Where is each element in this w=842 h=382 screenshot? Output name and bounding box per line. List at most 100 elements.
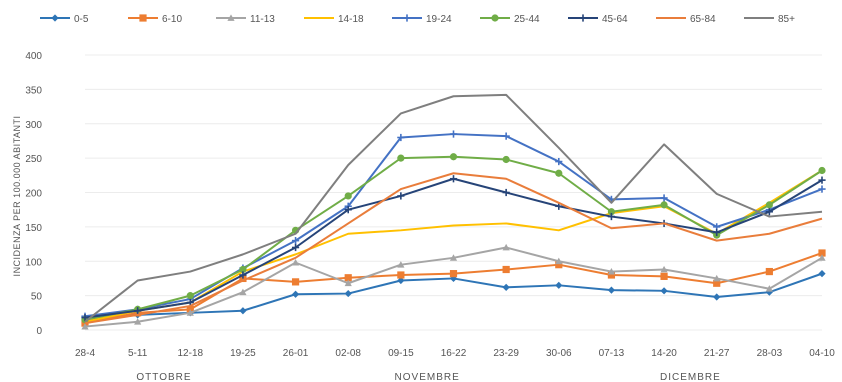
legend: 0-5 6-10 11-13 14-18 19-24 25-44 45-64 65-84 85+ bbox=[40, 14, 795, 25]
point-19-24-11 bbox=[660, 194, 668, 202]
series-11-13 bbox=[81, 243, 826, 330]
x-tick-label-7: 16-22 bbox=[441, 348, 467, 359]
point-6-10-7 bbox=[449, 270, 458, 278]
y-tick-label-200: 200 bbox=[25, 189, 42, 200]
x-tick-label-4: 26-01 bbox=[283, 348, 309, 359]
point-25-44-10 bbox=[607, 208, 616, 216]
point-11-13-8 bbox=[502, 243, 510, 251]
x-tick-label-9: 30-06 bbox=[546, 348, 572, 359]
legend-label-65-84: 65-84 bbox=[690, 14, 716, 25]
legend-marker-0-5 bbox=[51, 14, 59, 22]
point-45-64-3 bbox=[239, 271, 247, 279]
series-65-84 bbox=[84, 172, 823, 325]
point-11-13-2 bbox=[186, 309, 194, 316]
point-6-10-14 bbox=[818, 249, 826, 257]
point-19-24-4 bbox=[291, 237, 300, 245]
y-tick-label-300: 300 bbox=[25, 120, 42, 131]
point-25-44-7 bbox=[449, 153, 458, 161]
point-0-5-5 bbox=[344, 289, 352, 298]
point-6-10-13 bbox=[765, 267, 773, 276]
point-0-5-8 bbox=[502, 283, 510, 291]
legend-item-65-84: 65-84 bbox=[656, 14, 716, 25]
legend-label-11-13: 11-13 bbox=[250, 14, 275, 25]
point-11-13-13 bbox=[765, 285, 773, 292]
x-tick-label-8: 23-29 bbox=[493, 348, 519, 359]
point-11-13-3 bbox=[239, 288, 247, 296]
point-0-5-10 bbox=[607, 286, 616, 294]
y-tick-label-100: 100 bbox=[25, 257, 42, 268]
point-25-44-2 bbox=[186, 292, 194, 300]
point-11-13-7 bbox=[449, 254, 458, 261]
legend-item-11-13: 11-13 bbox=[216, 14, 275, 25]
point-45-64-7 bbox=[449, 175, 458, 183]
y-tick-label-150: 150 bbox=[25, 223, 42, 234]
point-0-5-12 bbox=[713, 293, 721, 301]
legend-label-45-64: 45-64 bbox=[602, 14, 628, 25]
point-6-10-9 bbox=[555, 261, 563, 269]
legend-label-6-10: 6-10 bbox=[162, 14, 182, 25]
point-25-44-14 bbox=[818, 166, 826, 175]
legend-item-14-18: 14-18 bbox=[304, 14, 364, 25]
point-25-44-6 bbox=[397, 154, 405, 162]
x-tick-label-1: 5-11 bbox=[128, 348, 148, 359]
x-tick-label-6: 09-15 bbox=[388, 348, 414, 359]
point-11-13-4 bbox=[291, 259, 300, 266]
legend-item-0-5: 0-5 bbox=[40, 14, 89, 25]
point-11-13-12 bbox=[713, 274, 721, 282]
point-11-13-14 bbox=[818, 254, 826, 261]
point-19-24-9 bbox=[555, 157, 563, 166]
x-tick-label-14: 04-10 bbox=[809, 348, 835, 359]
point-0-5-4 bbox=[291, 290, 300, 298]
point-0-5-6 bbox=[397, 276, 405, 285]
point-45-64-5 bbox=[344, 206, 352, 214]
y-tick-label-400: 400 bbox=[25, 51, 42, 62]
point-11-13-0 bbox=[81, 322, 89, 330]
point-6-10-12 bbox=[713, 279, 721, 287]
point-11-13-9 bbox=[555, 257, 563, 265]
point-25-44-3 bbox=[239, 265, 247, 274]
point-45-64-0 bbox=[81, 314, 89, 322]
y-tick-label-50: 50 bbox=[31, 292, 43, 303]
point-45-64-10 bbox=[607, 212, 616, 221]
point-6-10-4 bbox=[291, 278, 300, 286]
point-0-5-14 bbox=[818, 270, 826, 278]
series-line-85+ bbox=[84, 93, 823, 323]
point-25-44-9 bbox=[555, 169, 563, 177]
x-tick-label-13: 28-03 bbox=[757, 348, 783, 359]
legend-label-14-18: 14-18 bbox=[338, 14, 364, 25]
point-25-44-13 bbox=[765, 201, 773, 209]
x-tick-label-0: 28-4 bbox=[75, 348, 95, 359]
point-6-10-8 bbox=[502, 265, 510, 274]
point-11-13-11 bbox=[660, 265, 668, 273]
point-45-64-13 bbox=[765, 208, 773, 216]
point-45-64-6 bbox=[397, 192, 405, 200]
x-tick-label-5: 02-08 bbox=[335, 348, 361, 359]
y-tick-label-250: 250 bbox=[25, 154, 42, 165]
y-tick-label-0: 0 bbox=[36, 326, 42, 337]
point-0-5-3 bbox=[239, 307, 247, 315]
month-label-2: DICEMBRE bbox=[660, 372, 721, 382]
point-19-24-14 bbox=[818, 185, 826, 193]
y-axis-title: INCIDENZA PER 100.000 ABITANTI bbox=[12, 116, 22, 277]
point-45-64-12 bbox=[713, 228, 721, 236]
legend-label-0-5: 0-5 bbox=[74, 14, 89, 25]
legend-item-45-64: 45-64 bbox=[568, 14, 628, 25]
point-25-44-8 bbox=[502, 155, 510, 164]
point-6-10-5 bbox=[344, 274, 352, 282]
point-45-64-4 bbox=[291, 243, 300, 252]
series-layer bbox=[81, 93, 826, 330]
point-6-10-10 bbox=[607, 271, 616, 279]
legend-marker-19-24 bbox=[403, 14, 411, 22]
legend-marker-6-10 bbox=[139, 14, 147, 22]
legend-marker-11-13 bbox=[227, 14, 235, 21]
x-tick-label-3: 19-25 bbox=[230, 348, 256, 359]
legend-item-6-10: 6-10 bbox=[128, 14, 182, 25]
x-tick-label-10: 07-13 bbox=[599, 348, 625, 359]
x-tick-label-2: 12-18 bbox=[177, 348, 203, 359]
month-label-0: OTTOBRE bbox=[136, 372, 191, 382]
point-19-24-7 bbox=[449, 130, 458, 138]
point-45-64-1 bbox=[134, 307, 142, 315]
legend-item-85+: 85+ bbox=[744, 14, 795, 25]
point-11-13-10 bbox=[607, 267, 616, 275]
